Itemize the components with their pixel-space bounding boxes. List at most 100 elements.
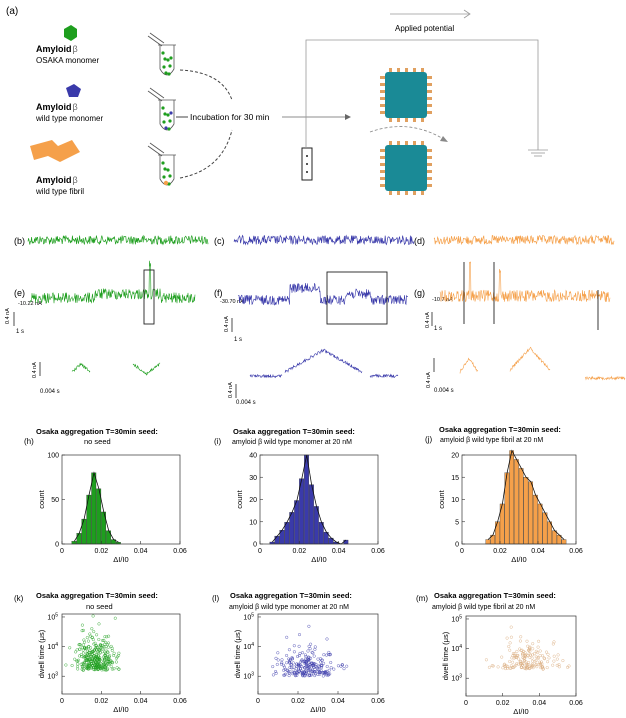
x-axis-label: ΔI/I0 — [113, 555, 128, 564]
x-tick-label: 0.04 — [332, 548, 346, 555]
zoom-yscale-e: 0.4 nA — [32, 362, 38, 378]
pipette-icon — [147, 145, 163, 157]
scatter-point — [552, 654, 556, 658]
y-tick-label: 105 — [243, 612, 254, 621]
scatter-point — [322, 661, 326, 665]
scatter-point — [283, 667, 287, 671]
scatter-point — [301, 674, 305, 678]
scatter-point — [307, 666, 311, 670]
scatter-point — [94, 660, 98, 664]
x-tick-label: 0.06 — [173, 548, 187, 555]
scatter-point — [101, 639, 105, 643]
scatter-point — [89, 660, 93, 664]
scatter-point — [297, 664, 301, 668]
scatter-point — [513, 654, 517, 658]
membrane-peg — [427, 163, 432, 166]
membrane-peg — [405, 118, 408, 122]
current-trace — [439, 261, 611, 303]
xscale-e: 1 s — [16, 329, 24, 335]
scatter-point — [542, 656, 546, 660]
membrane-body — [385, 72, 427, 118]
membrane-peg — [413, 141, 416, 145]
y-tick-label: 0 — [455, 542, 459, 549]
scatter-point — [68, 646, 72, 650]
scatter-point — [316, 667, 320, 671]
scatter-panels: Osaka aggregation T=30min seed: no seed … — [14, 591, 583, 716]
membrane-peg — [421, 68, 424, 72]
membrane-peg — [380, 163, 385, 166]
tube-outline — [159, 45, 175, 76]
scatter-point — [508, 648, 512, 652]
scatter-point — [523, 654, 527, 658]
scatter-point — [86, 658, 90, 662]
scatter-point — [342, 667, 346, 671]
scatter-point — [105, 635, 109, 639]
current-traces — [29, 260, 611, 306]
zoomed-event-trace — [249, 373, 283, 379]
scatter-point — [300, 658, 304, 662]
scatter-point — [537, 662, 541, 666]
scatter-point — [75, 665, 79, 669]
scatter-point — [539, 666, 543, 670]
scatter-point — [76, 667, 80, 671]
tick-base: 10 — [451, 616, 459, 623]
scatter-point — [512, 666, 516, 670]
x-axis-label: ΔI/I0 — [310, 705, 325, 714]
scatter-point — [88, 632, 92, 636]
scatter-point — [282, 663, 286, 667]
scatter-point — [541, 667, 545, 671]
particle — [166, 58, 170, 62]
scatter-point — [295, 662, 299, 666]
scatter-point — [89, 646, 93, 650]
x-tick-label: 0 — [256, 698, 260, 705]
panel-label-f: (f) — [214, 288, 223, 298]
scatter-point — [319, 663, 323, 667]
fit-curve — [73, 471, 119, 543]
wild-type-fibril-icon — [30, 140, 80, 162]
scatter-point — [312, 654, 316, 658]
scatter-point — [531, 664, 535, 668]
scatter-point — [110, 648, 114, 652]
scatter-point — [319, 657, 323, 661]
scatter-point — [282, 673, 286, 677]
test-tube — [147, 142, 176, 186]
scatter-subtitle-m: amyloid β wild type fibril at 20 nM — [432, 604, 535, 611]
pore-dot — [306, 163, 308, 165]
scatter-point — [94, 648, 98, 652]
scatter-point — [543, 657, 547, 661]
dashed-arrow — [179, 129, 233, 179]
x-tick-label: 0.02 — [493, 548, 507, 555]
membrane-peg — [427, 177, 432, 180]
particle — [161, 51, 165, 55]
zoomed-event-trace — [71, 362, 91, 373]
scatter-point — [504, 667, 508, 671]
scatter-point — [113, 616, 117, 620]
osaka-monomer-icon — [64, 25, 77, 41]
current-trace — [29, 260, 196, 304]
pore-dot — [306, 155, 308, 157]
scatter-point — [103, 635, 107, 639]
scatter-point — [518, 647, 522, 651]
histogram-bar — [547, 521, 552, 545]
scatter-point — [87, 651, 91, 655]
histogram-bar — [552, 530, 557, 545]
incubation-label: Incubation for 30 min — [190, 112, 270, 122]
particle — [166, 113, 170, 117]
scatter-point — [506, 664, 510, 668]
fit-curve — [487, 449, 565, 540]
membrane-peg — [421, 118, 424, 122]
trace-level-f: -30.70 nA — [220, 299, 244, 305]
zoomed-event-trace — [369, 373, 399, 379]
x-tick-label: 0.06 — [173, 698, 187, 705]
baseline-trace — [433, 234, 615, 246]
scatter-point — [94, 664, 98, 668]
scatter-point — [287, 648, 291, 652]
scatter-point — [496, 665, 500, 669]
membrane-peg — [389, 141, 392, 145]
nanopore-membrane-top — [380, 68, 432, 122]
histogram-bar — [561, 539, 567, 545]
scatter-point — [484, 658, 488, 662]
scatter-point — [327, 650, 331, 654]
scatter-point — [297, 667, 301, 671]
